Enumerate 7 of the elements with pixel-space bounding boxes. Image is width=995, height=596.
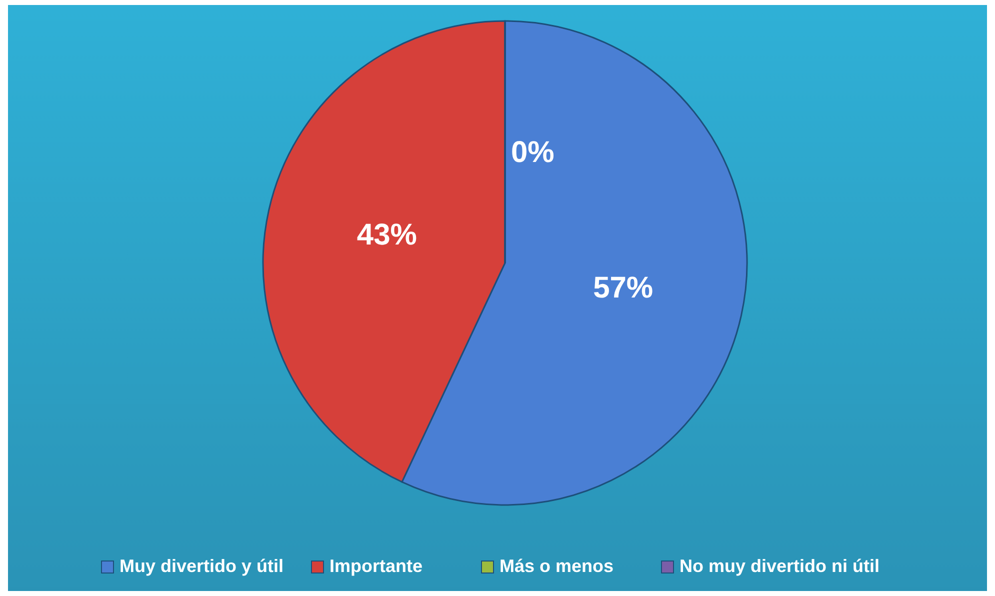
legend-label: Más o menos [500,556,614,576]
legend-label: No muy divertido ni útil [680,556,880,576]
legend-label: Muy divertido y útil [120,556,284,576]
data-label: 43% [356,218,417,252]
text: 0% [511,136,554,170]
legend-label: Importante [330,556,423,576]
data-label: 57% [593,271,654,304]
